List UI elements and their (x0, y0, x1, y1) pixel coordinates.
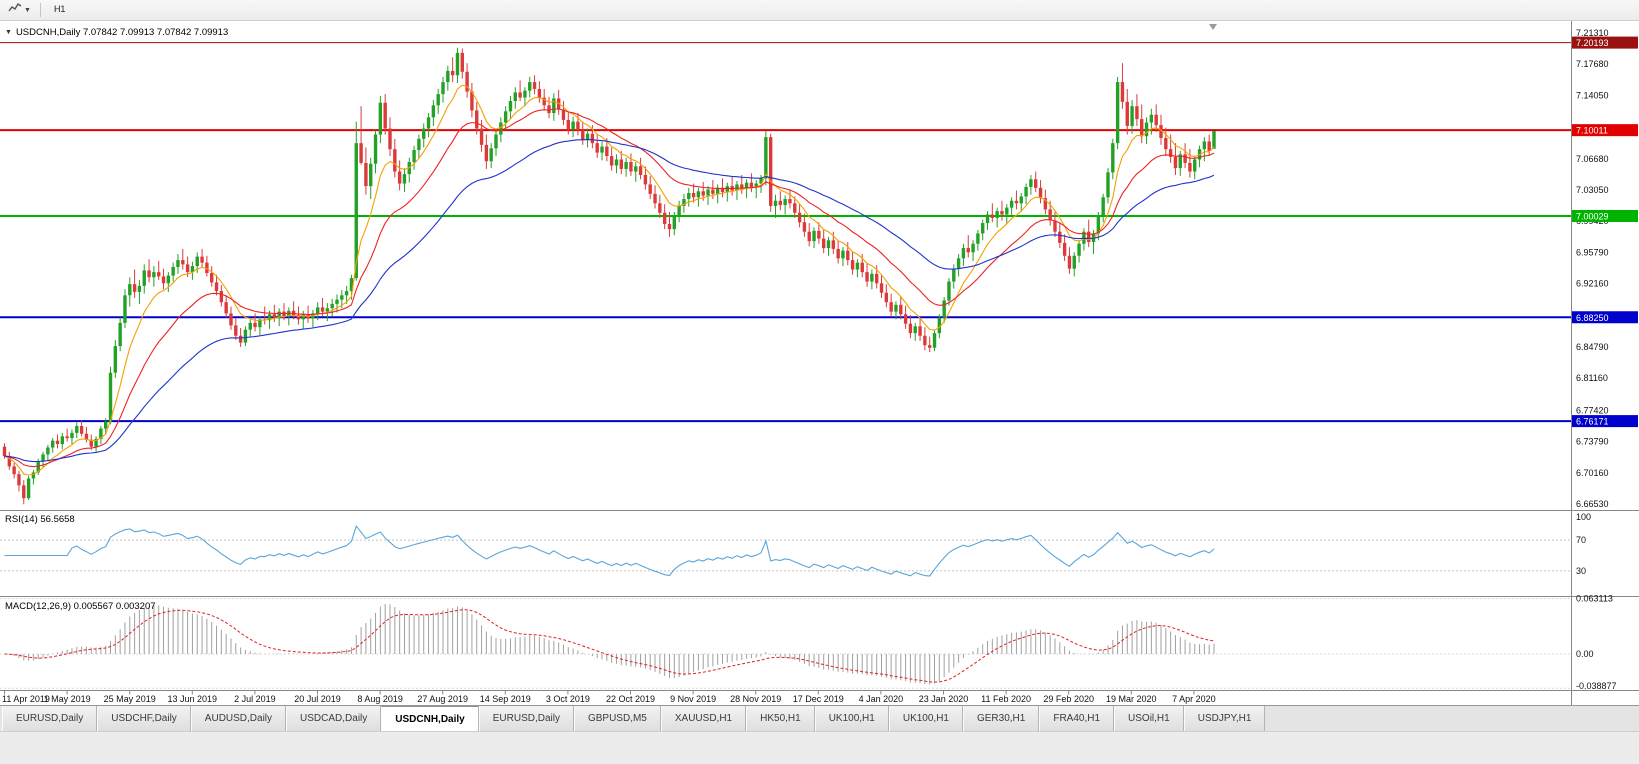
chart-tab-usdcnh-daily[interactable]: USDCNH,Daily (381, 706, 479, 731)
svg-text:6.76171: 6.76171 (1576, 417, 1609, 427)
chart-canvas[interactable]: 7.213107.176807.140507.066807.030506.994… (0, 21, 1639, 705)
chart-tab-usdchf-daily[interactable]: USDCHF,Daily (97, 706, 191, 731)
svg-text:100: 100 (1576, 512, 1591, 522)
chart-tab-ger30-h1[interactable]: GER30,H1 (962, 706, 1040, 731)
moving-averages (4, 84, 1215, 476)
svg-text:20 Jul 2019: 20 Jul 2019 (294, 694, 341, 704)
svg-text:13 Jun 2019: 13 Jun 2019 (168, 694, 218, 704)
svg-text:17 Dec 2019: 17 Dec 2019 (793, 694, 844, 704)
chart-tab-audusd-daily[interactable]: AUDUSD,Daily (190, 706, 287, 731)
svg-text:27 Aug 2019: 27 Aug 2019 (417, 694, 468, 704)
svg-text:19 Mar 2020: 19 Mar 2020 (1106, 694, 1157, 704)
chart-tab-hk50-h1[interactable]: HK50,H1 (746, 706, 815, 731)
timeframe-h1-button[interactable]: H1 (53, 4, 66, 14)
svg-text:4 Jan 2020: 4 Jan 2020 (859, 694, 904, 704)
chart-title: ▼ USDCNH,Daily 7.07842 7.09913 7.07842 7… (5, 27, 228, 38)
price-label-box-7.10011 (1572, 124, 1638, 137)
svg-text:3 Oct 2019: 3 Oct 2019 (546, 694, 590, 704)
svg-text:70: 70 (1576, 535, 1586, 545)
svg-text:1 May 2019: 1 May 2019 (44, 694, 91, 704)
rsi-line (4, 524, 1215, 577)
svg-text:7.10011: 7.10011 (1576, 126, 1608, 136)
svg-text:6.70160: 6.70160 (1576, 468, 1609, 478)
svg-text:7.03050: 7.03050 (1576, 185, 1609, 195)
svg-text:6.81160: 6.81160 (1576, 373, 1608, 383)
price-label-box-6.88250 (1572, 311, 1638, 324)
svg-text:23 Jan 2020: 23 Jan 2020 (919, 694, 969, 704)
macd-histogram (8, 604, 1215, 685)
svg-text:25 May 2019: 25 May 2019 (104, 694, 156, 704)
svg-text:28 Nov 2019: 28 Nov 2019 (730, 694, 781, 704)
svg-text:9 Nov 2019: 9 Nov 2019 (670, 694, 716, 704)
symbol-ohlc-text: USDCNH,Daily 7.07842 7.09913 7.07842 7.0… (15, 27, 229, 38)
chart-tab-xauusd-h1[interactable]: XAUUSD,H1 (660, 706, 747, 731)
status-bar (0, 731, 1639, 764)
ma-line-20 (4, 108, 1215, 468)
ma-line-8 (4, 84, 1215, 476)
svg-text:6.77420: 6.77420 (1576, 405, 1609, 415)
chart-tab-usdjpy-h1[interactable]: USDJPY,H1 (1183, 706, 1266, 731)
price-label-box-6.76171 (1572, 415, 1638, 428)
svg-text:7.17680: 7.17680 (1576, 59, 1609, 69)
candles-layer (2, 47, 1216, 505)
chart-tab-uk100-h1[interactable]: UK100,H1 (814, 706, 889, 731)
horizontal-price-lines[interactable] (0, 42, 1571, 423)
svg-text:11 Apr 2019: 11 Apr 2019 (2, 694, 50, 704)
chart-tab-gbpusd-m5[interactable]: GBPUSD,M5 (573, 706, 661, 731)
chart-tab-fra40-h1[interactable]: FRA40,H1 (1039, 706, 1115, 731)
chart-shift-marker[interactable] (1209, 24, 1217, 30)
svg-text:11 Feb 2020: 11 Feb 2020 (981, 694, 1031, 704)
chart-line-icon (8, 1, 22, 19)
svg-text:7.00029: 7.00029 (1576, 211, 1609, 221)
chart-tab-uk100-h1[interactable]: UK100,H1 (888, 706, 963, 731)
chart-area: 7.213107.176807.140507.066807.030506.994… (0, 21, 1639, 705)
svg-text:7.14050: 7.14050 (1576, 90, 1609, 100)
svg-text:0.063113: 0.063113 (1576, 594, 1613, 604)
svg-text:0.00: 0.00 (1576, 649, 1594, 659)
macd-indicator-label: MACD(12,26,9) 0.005567 0.003207 (5, 601, 156, 612)
chart-tab-eurusd-daily[interactable]: EURUSD,Daily (2, 706, 98, 731)
toolbar-separator (39, 3, 41, 17)
svg-text:6.66530: 6.66530 (1576, 499, 1609, 509)
ma-line-45 (4, 139, 1215, 463)
svg-text:6.95790: 6.95790 (1576, 247, 1609, 257)
chart-tab-eurusd-daily[interactable]: EURUSD,Daily (478, 706, 574, 731)
svg-text:2 Jul 2019: 2 Jul 2019 (234, 694, 276, 704)
svg-text:22 Oct 2019: 22 Oct 2019 (606, 694, 655, 704)
svg-text:-0.038877: -0.038877 (1576, 681, 1617, 691)
svg-text:14 Sep 2019: 14 Sep 2019 (480, 694, 531, 704)
svg-text:7 Apr 2020: 7 Apr 2020 (1172, 694, 1216, 704)
svg-text:8 Aug 2019: 8 Aug 2019 (357, 694, 403, 704)
price-axis: 7.213107.176807.140507.066807.030506.994… (1572, 28, 1638, 691)
svg-text:6.84790: 6.84790 (1576, 342, 1609, 352)
svg-text:6.92160: 6.92160 (1576, 279, 1609, 289)
svg-text:30: 30 (1576, 566, 1586, 576)
chart-tab-usdcad-daily[interactable]: USDCAD,Daily (286, 706, 382, 731)
collapse-icon[interactable]: ▼ (5, 29, 12, 36)
svg-text:7.06680: 7.06680 (1576, 154, 1609, 164)
price-label-box-7.20193 (1572, 36, 1638, 49)
chevron-down-icon: ▼ (24, 6, 31, 14)
svg-text:7.21310: 7.21310 (1576, 28, 1609, 38)
rsi-indicator-label: RSI(14) 56.5658 (5, 514, 75, 525)
price-label-box-7.00029 (1572, 209, 1638, 222)
svg-text:6.73790: 6.73790 (1576, 437, 1609, 447)
svg-text:6.88250: 6.88250 (1576, 313, 1609, 323)
chart-tab-usoil-h1[interactable]: USOil,H1 (1114, 706, 1184, 731)
timeframe-toolbar: ▼ M1M5M15M30H1H4D1W1MN (0, 0, 1639, 78)
svg-text:29 Feb 2020: 29 Feb 2020 (1043, 694, 1094, 704)
chart-type-dropdown[interactable]: ▼ (4, 0, 35, 21)
svg-text:7.20193: 7.20193 (1576, 38, 1609, 48)
chart-tabs-bar: EURUSD,Daily USDCHF,Daily AUDUSD,Daily USDC… (0, 705, 1639, 731)
